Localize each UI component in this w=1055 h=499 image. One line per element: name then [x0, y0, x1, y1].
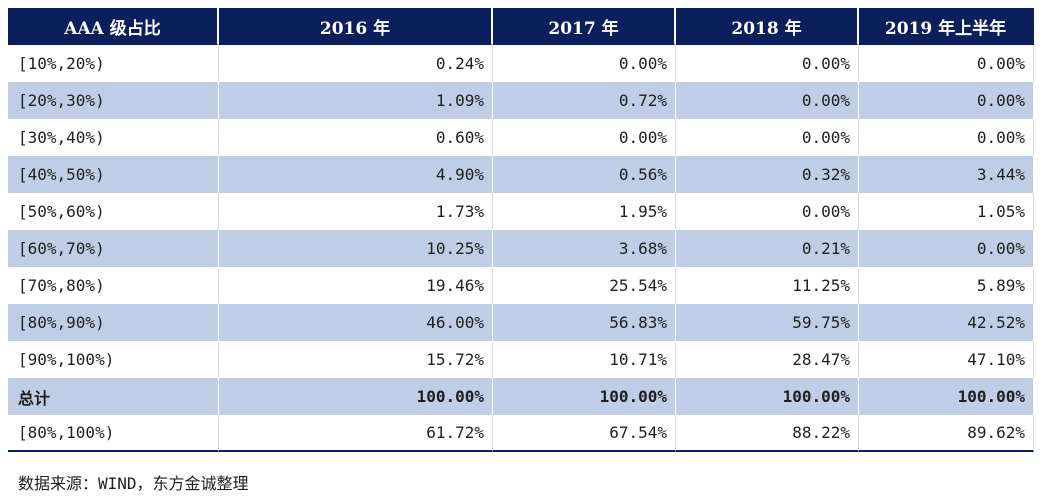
table-cell: 28.47%	[676, 341, 859, 378]
table-cell: 1.05%	[859, 193, 1034, 230]
table-cell: 0.60%	[219, 119, 493, 156]
table-row: [20%,30%) 1.09% 0.72% 0.00% 0.00%	[8, 82, 1034, 119]
header-2016: 2016 年	[219, 8, 493, 45]
row-label: [40%,50%)	[8, 156, 219, 193]
row-label: [80%,100%)	[8, 415, 219, 452]
table-cell: 67.54%	[493, 415, 676, 452]
table-cell: 47.10%	[859, 341, 1034, 378]
table-cell: 3.44%	[859, 156, 1034, 193]
table-row: [10%,20%) 0.24% 0.00% 0.00% 0.00%	[8, 45, 1034, 82]
row-label: [80%,90%)	[8, 304, 219, 341]
aaa-ratio-table: AAA 级占比 2016 年 2017 年 2018 年 2019 年上半年 […	[8, 8, 1034, 452]
row-label: [50%,60%)	[8, 193, 219, 230]
source-note: 数据来源：WIND，东方金诚整理	[18, 474, 249, 493]
table-header-row: AAA 级占比 2016 年 2017 年 2018 年 2019 年上半年	[8, 8, 1034, 45]
table-cell: 10.25%	[219, 230, 493, 267]
table-cell: 56.83%	[493, 304, 676, 341]
row-label: [20%,30%)	[8, 82, 219, 119]
table-row: [40%,50%) 4.90% 0.56% 0.32% 3.44%	[8, 156, 1034, 193]
table-cell: 46.00%	[219, 304, 493, 341]
table-cell: 0.56%	[493, 156, 676, 193]
table-cell: 19.46%	[219, 267, 493, 304]
header-2019-h1: 2019 年上半年	[859, 8, 1034, 45]
table-cell: 100.00%	[676, 378, 859, 415]
table-cell: 88.22%	[676, 415, 859, 452]
table-cell: 1.73%	[219, 193, 493, 230]
table-cell: 3.68%	[493, 230, 676, 267]
table-row: [80%,100%) 61.72% 67.54% 88.22% 89.62%	[8, 415, 1034, 452]
table-row: [60%,70%) 10.25% 3.68% 0.21% 0.00%	[8, 230, 1034, 267]
table-cell: 25.54%	[493, 267, 676, 304]
table-cell: 1.09%	[219, 82, 493, 119]
table-cell: 100.00%	[493, 378, 676, 415]
table-cell: 61.72%	[219, 415, 493, 452]
table-cell: 100.00%	[219, 378, 493, 415]
row-label: [60%,70%)	[8, 230, 219, 267]
table-row: 总计 100.00% 100.00% 100.00% 100.00%	[8, 378, 1034, 415]
header-aaa-ratio: AAA 级占比	[8, 8, 219, 45]
table-row: [80%,90%) 46.00% 56.83% 59.75% 42.52%	[8, 304, 1034, 341]
row-label: [10%,20%)	[8, 45, 219, 82]
table-cell: 89.62%	[859, 415, 1034, 452]
table-cell: 0.21%	[676, 230, 859, 267]
table-cell: 42.52%	[859, 304, 1034, 341]
table-cell: 100.00%	[859, 378, 1034, 415]
table-cell: 0.00%	[493, 119, 676, 156]
table-cell: 15.72%	[219, 341, 493, 378]
table-cell: 0.00%	[676, 45, 859, 82]
table-cell: 5.89%	[859, 267, 1034, 304]
table-cell: 0.00%	[859, 82, 1034, 119]
table-row: [70%,80%) 19.46% 25.54% 11.25% 5.89%	[8, 267, 1034, 304]
table-row: [30%,40%) 0.60% 0.00% 0.00% 0.00%	[8, 119, 1034, 156]
table-cell: 0.32%	[676, 156, 859, 193]
table-cell: 0.00%	[676, 119, 859, 156]
table-cell: 59.75%	[676, 304, 859, 341]
table-cell: 4.90%	[219, 156, 493, 193]
table-cell: 0.72%	[493, 82, 676, 119]
table-cell: 0.00%	[859, 119, 1034, 156]
row-label: [70%,80%)	[8, 267, 219, 304]
table-cell: 10.71%	[493, 341, 676, 378]
data-table-container: AAA 级占比 2016 年 2017 年 2018 年 2019 年上半年 […	[8, 8, 1034, 452]
header-2017: 2017 年	[493, 8, 676, 45]
table-cell: 1.95%	[493, 193, 676, 230]
row-label: 总计	[8, 378, 219, 415]
row-label: [30%,40%)	[8, 119, 219, 156]
table-cell: 0.00%	[859, 45, 1034, 82]
table-row: [50%,60%) 1.73% 1.95% 0.00% 1.05%	[8, 193, 1034, 230]
table-cell: 0.00%	[493, 45, 676, 82]
header-2018: 2018 年	[676, 8, 859, 45]
table-cell: 0.00%	[676, 82, 859, 119]
table-row: [90%,100%) 15.72% 10.71% 28.47% 47.10%	[8, 341, 1034, 378]
table-cell: 0.24%	[219, 45, 493, 82]
table-body: [10%,20%) 0.24% 0.00% 0.00% 0.00% [20%,30%) 1.…	[8, 45, 1034, 452]
table-cell: 0.00%	[859, 230, 1034, 267]
table-cell: 0.00%	[676, 193, 859, 230]
row-label: [90%,100%)	[8, 341, 219, 378]
table-cell: 11.25%	[676, 267, 859, 304]
